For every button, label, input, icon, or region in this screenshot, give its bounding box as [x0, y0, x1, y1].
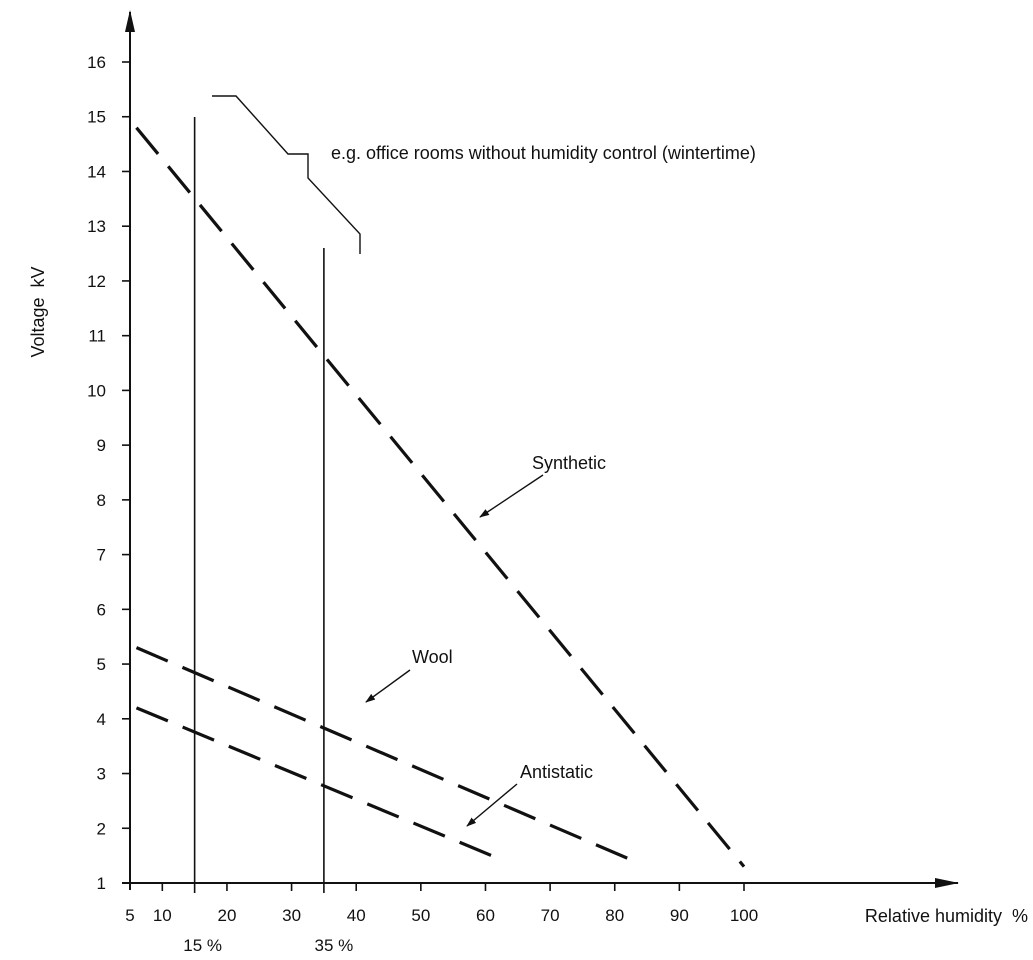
x-tick-label-10: 10 — [153, 906, 172, 925]
x-tick-label-40: 40 — [347, 906, 366, 925]
x-axis-ticks — [161, 883, 745, 891]
x-tick-label-30: 30 — [282, 906, 301, 925]
y-tick-label-14: 14 — [87, 162, 106, 181]
y-tick-label-13: 13 — [87, 217, 106, 236]
y-tick-label-5: 5 — [97, 655, 106, 674]
x-tick-label-5: 5 — [125, 906, 134, 925]
annotation-bracket — [212, 95, 361, 254]
y-tick-label-8: 8 — [97, 491, 106, 510]
y-tick-label-4: 4 — [97, 710, 106, 729]
y-tick-label-9: 9 — [97, 436, 106, 455]
series-pointer-wool — [365, 669, 411, 703]
x-tick-label-90: 90 — [670, 906, 689, 925]
x-tick-label-80: 80 — [605, 906, 624, 925]
x-tick-label-100: 100 — [730, 906, 758, 925]
y-axis-label: Voltage kV — [28, 266, 48, 357]
y-tick-label-7: 7 — [97, 546, 106, 565]
series-label-antistatic: Antistatic — [520, 762, 593, 782]
y-axis-arrowhead — [125, 10, 135, 32]
reference-label-35: 35 % — [315, 936, 354, 955]
y-tick-label-3: 3 — [97, 765, 106, 784]
y-tick-label-16: 16 — [87, 53, 106, 72]
x-tick-label-70: 70 — [541, 906, 560, 925]
x-axis-label: Relative humidity % — [865, 906, 1028, 926]
series-pointer-antistatic — [466, 783, 518, 827]
series-label-wool: Wool — [412, 647, 453, 667]
y-tick-label-12: 12 — [87, 272, 106, 291]
series-label-synthetic: Synthetic — [532, 453, 606, 473]
y-tick-label-6: 6 — [97, 600, 106, 619]
y-tick-label-2: 2 — [97, 819, 106, 838]
x-tick-label-20: 20 — [217, 906, 236, 925]
x-tick-label-60: 60 — [476, 906, 495, 925]
y-tick-label-1: 1 — [97, 874, 106, 893]
y-tick-label-11: 11 — [88, 327, 106, 346]
series-pointer-synthetic — [479, 474, 544, 518]
y-tick-label-15: 15 — [87, 108, 106, 127]
y-tick-label-10: 10 — [87, 381, 106, 400]
series-line-wool — [135, 646, 635, 863]
annotation-text: e.g. office rooms without humidity contr… — [331, 143, 756, 163]
x-tick-label-50: 50 — [411, 906, 430, 925]
x-axis-tick-labels: 5 10 20 30 40 50 60 70 80 90 100 — [125, 906, 758, 925]
series-line-synthetic — [135, 126, 746, 868]
reference-label-15: 15 % — [183, 936, 222, 955]
y-axis-ticks — [122, 61, 130, 830]
series-line-antistatic — [135, 706, 506, 863]
